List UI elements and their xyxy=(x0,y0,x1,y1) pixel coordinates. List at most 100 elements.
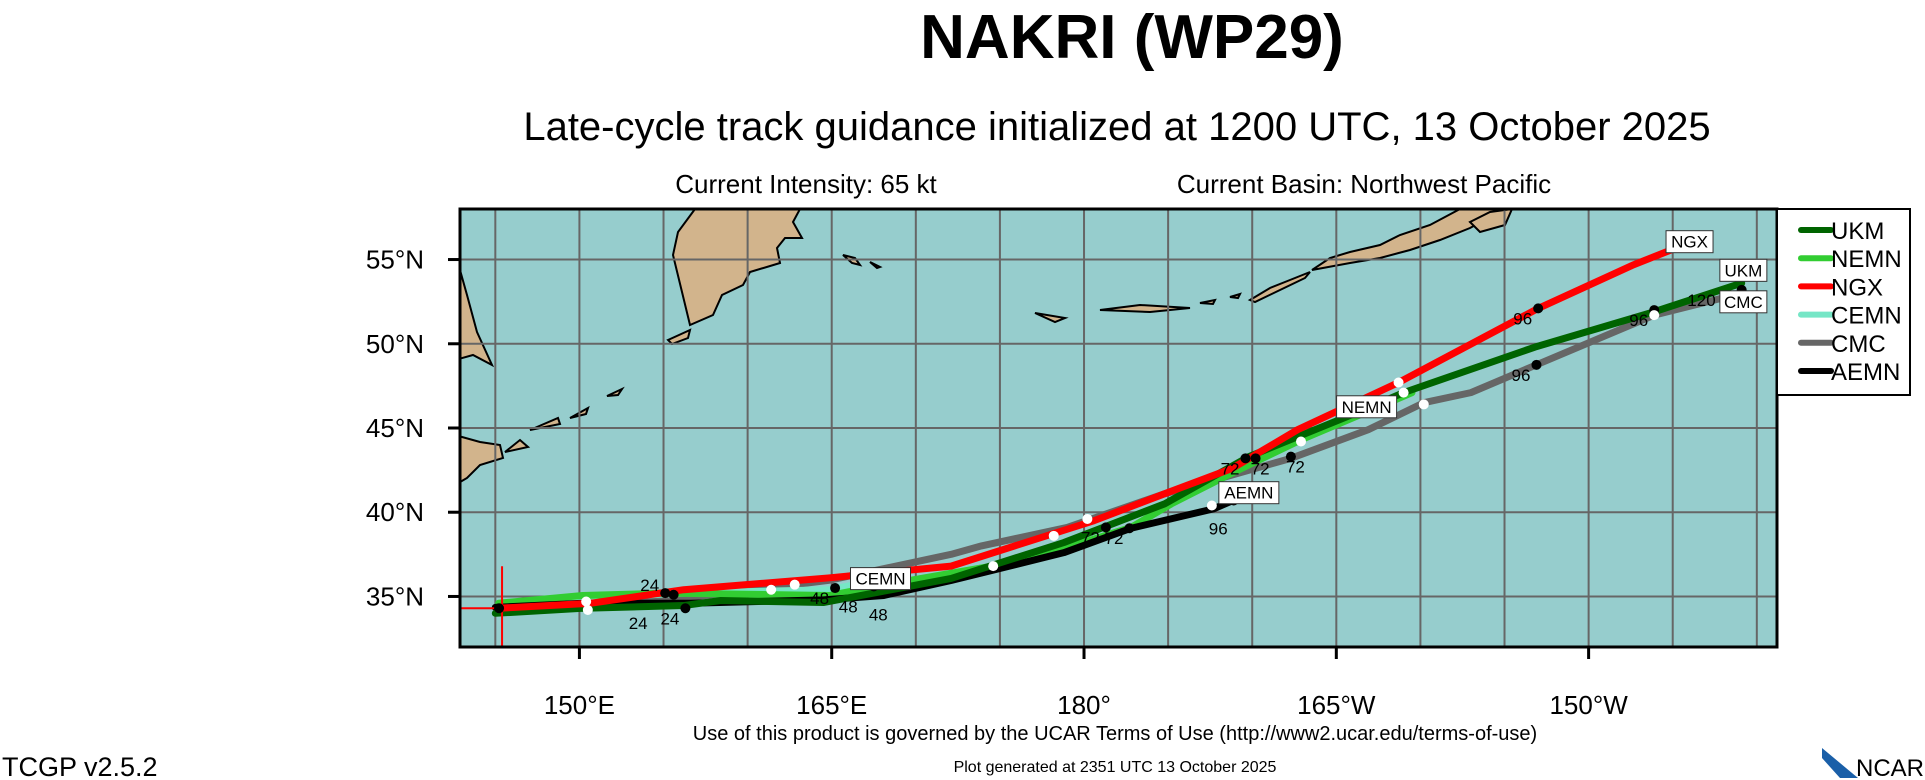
forecast-hour-label-group: 24 xyxy=(640,576,659,595)
forecast-hour-label: 72 xyxy=(1286,458,1305,477)
forecast-hour-marker xyxy=(1206,500,1217,511)
forecast-hour-label-group: 24 xyxy=(660,609,679,628)
track-label-group: AEMN xyxy=(1218,481,1280,505)
forecast-hour-label: 96 xyxy=(1512,366,1531,385)
forecast-hour-marker xyxy=(582,604,593,615)
forecast-hour-marker xyxy=(1100,522,1111,533)
forecast-hour-label-group: 48 xyxy=(810,589,829,608)
track-label-box xyxy=(849,567,911,591)
track-ukm xyxy=(491,279,1746,617)
forecast-hour-marker xyxy=(680,603,691,614)
forecast-hour-label-group: 72 xyxy=(1105,529,1124,548)
forecast-hour-marker xyxy=(1124,523,1135,534)
forecast-hour-label-group: 48 xyxy=(839,597,858,616)
track-label-box xyxy=(1665,230,1714,254)
forecast-hour-label: 48 xyxy=(869,605,888,624)
x-tick-label: 165°E xyxy=(796,690,867,720)
kodiak-alaska xyxy=(1468,209,1514,234)
legend-label-cmc: CMC xyxy=(1831,331,1886,358)
forecast-hour-label-group: 72 xyxy=(1081,528,1100,547)
ncar-logo-mark xyxy=(1822,748,1858,778)
plot-generated: Plot generated at 2351 UTC 13 October 20… xyxy=(954,759,1277,776)
forecast-hour-label-group: 72 xyxy=(1251,459,1270,478)
forecast-hour-label: 72 xyxy=(1081,528,1100,547)
track-label-box xyxy=(1218,481,1280,505)
legend-label-ngx: NGX xyxy=(1831,274,1883,301)
forecast-hour-label: 24 xyxy=(640,576,659,595)
forecast-hour-label-group: 96 xyxy=(1512,366,1531,385)
y-tick-label: 50°N xyxy=(366,329,424,359)
forecast-hour-label-group: 24 xyxy=(629,614,648,633)
ncar-logo-text: NCAR xyxy=(1856,755,1924,780)
hokkaido xyxy=(460,435,505,484)
forecast-hour-label-group: 96 xyxy=(1513,309,1532,328)
legend-label-aemn: AEMN xyxy=(1831,359,1900,386)
land-masses xyxy=(460,209,1514,484)
aleutian-islands xyxy=(1034,271,1311,324)
x-tick-label: 150°W xyxy=(1549,690,1628,720)
forecast-hour-marker xyxy=(830,583,841,594)
forecast-hour-marker xyxy=(660,588,671,599)
forecast-hour-marker xyxy=(1240,453,1251,464)
current-intensity: Current Intensity: 65 kt xyxy=(675,169,937,199)
forecast-hour-marker xyxy=(1418,399,1429,410)
track-label: UKM xyxy=(1724,261,1762,280)
forecast-hour-marker xyxy=(1393,377,1404,388)
forecast-hour-marker xyxy=(1398,387,1409,398)
forecast-hour-marker xyxy=(1250,453,1261,464)
forecast-hour-label: 48 xyxy=(839,597,858,616)
forecast-hour-marker xyxy=(1295,436,1306,447)
forecast-hour-label: 24 xyxy=(660,609,679,628)
track-label-group: CMC xyxy=(1719,290,1768,314)
y-tick-label: 40°N xyxy=(366,497,424,527)
track-label-group: NEMN xyxy=(1336,395,1398,419)
forecast-hour-marker xyxy=(1082,513,1093,524)
x-tick-label: 165°W xyxy=(1297,690,1376,720)
x-tick-label: 150°E xyxy=(544,690,615,720)
forecast-hour-marker xyxy=(789,579,800,590)
current-position-crosshair xyxy=(460,566,517,647)
forecast-hour-marker xyxy=(766,584,777,595)
track-label-group: NGX xyxy=(1665,230,1714,254)
track-label-box xyxy=(1719,290,1768,314)
track-label-group: UKM xyxy=(1719,258,1768,282)
chart-subtitle: Late-cycle track guidance initialized at… xyxy=(523,105,1710,149)
forecast-hour-marker xyxy=(1048,530,1059,541)
forecast-hour-marker xyxy=(1533,303,1544,314)
forecast-hour-label-group: 48 xyxy=(869,605,888,624)
forecast-hour-marker xyxy=(1285,451,1296,462)
version-label: TCGP v2.5.2 xyxy=(2,752,158,780)
alaska-peninsula xyxy=(1311,209,1506,271)
legend-box xyxy=(1776,208,1911,396)
kuril-islands xyxy=(504,328,692,453)
forecast-hour-label: 96 xyxy=(1629,311,1648,330)
forecast-hour-label: 96 xyxy=(1513,309,1532,328)
track-label: NEMN xyxy=(1342,398,1392,417)
kamchatka xyxy=(671,209,804,327)
initial-position-marker xyxy=(494,603,505,614)
legend-label-ukm: UKM xyxy=(1831,218,1884,245)
forecast-hour-label: 96 xyxy=(1209,519,1228,538)
forecast-hour-marker xyxy=(668,589,679,600)
forecast-hour-marker xyxy=(1531,359,1542,370)
y-tick-label: 35°N xyxy=(366,581,424,611)
forecast-hour-marker xyxy=(581,596,592,607)
forecast-hour-label: 72 xyxy=(1251,459,1270,478)
track-label: NGX xyxy=(1671,233,1708,252)
y-tick-label: 45°N xyxy=(366,413,424,443)
track-label-group: CEMN xyxy=(849,567,911,591)
forecast-hour-label: 72 xyxy=(1105,529,1124,548)
forecast-hour-label-group: 72 xyxy=(1221,459,1240,478)
forecast-hour-label: 120 xyxy=(1687,291,1715,310)
track-label: CMC xyxy=(1724,293,1763,312)
forecast-hour-label: 24 xyxy=(629,614,648,633)
track-label: CEMN xyxy=(855,570,905,589)
terms-of-use: Use of this product is governed by the U… xyxy=(693,723,1537,745)
forecast-hour-label: 48 xyxy=(810,589,829,608)
track-label-box xyxy=(1719,258,1768,282)
track-label: AEMN xyxy=(1224,484,1273,503)
current-basin: Current Basin: Northwest Pacific xyxy=(1177,169,1551,199)
forecast-hour-label-group: 96 xyxy=(1209,519,1228,538)
